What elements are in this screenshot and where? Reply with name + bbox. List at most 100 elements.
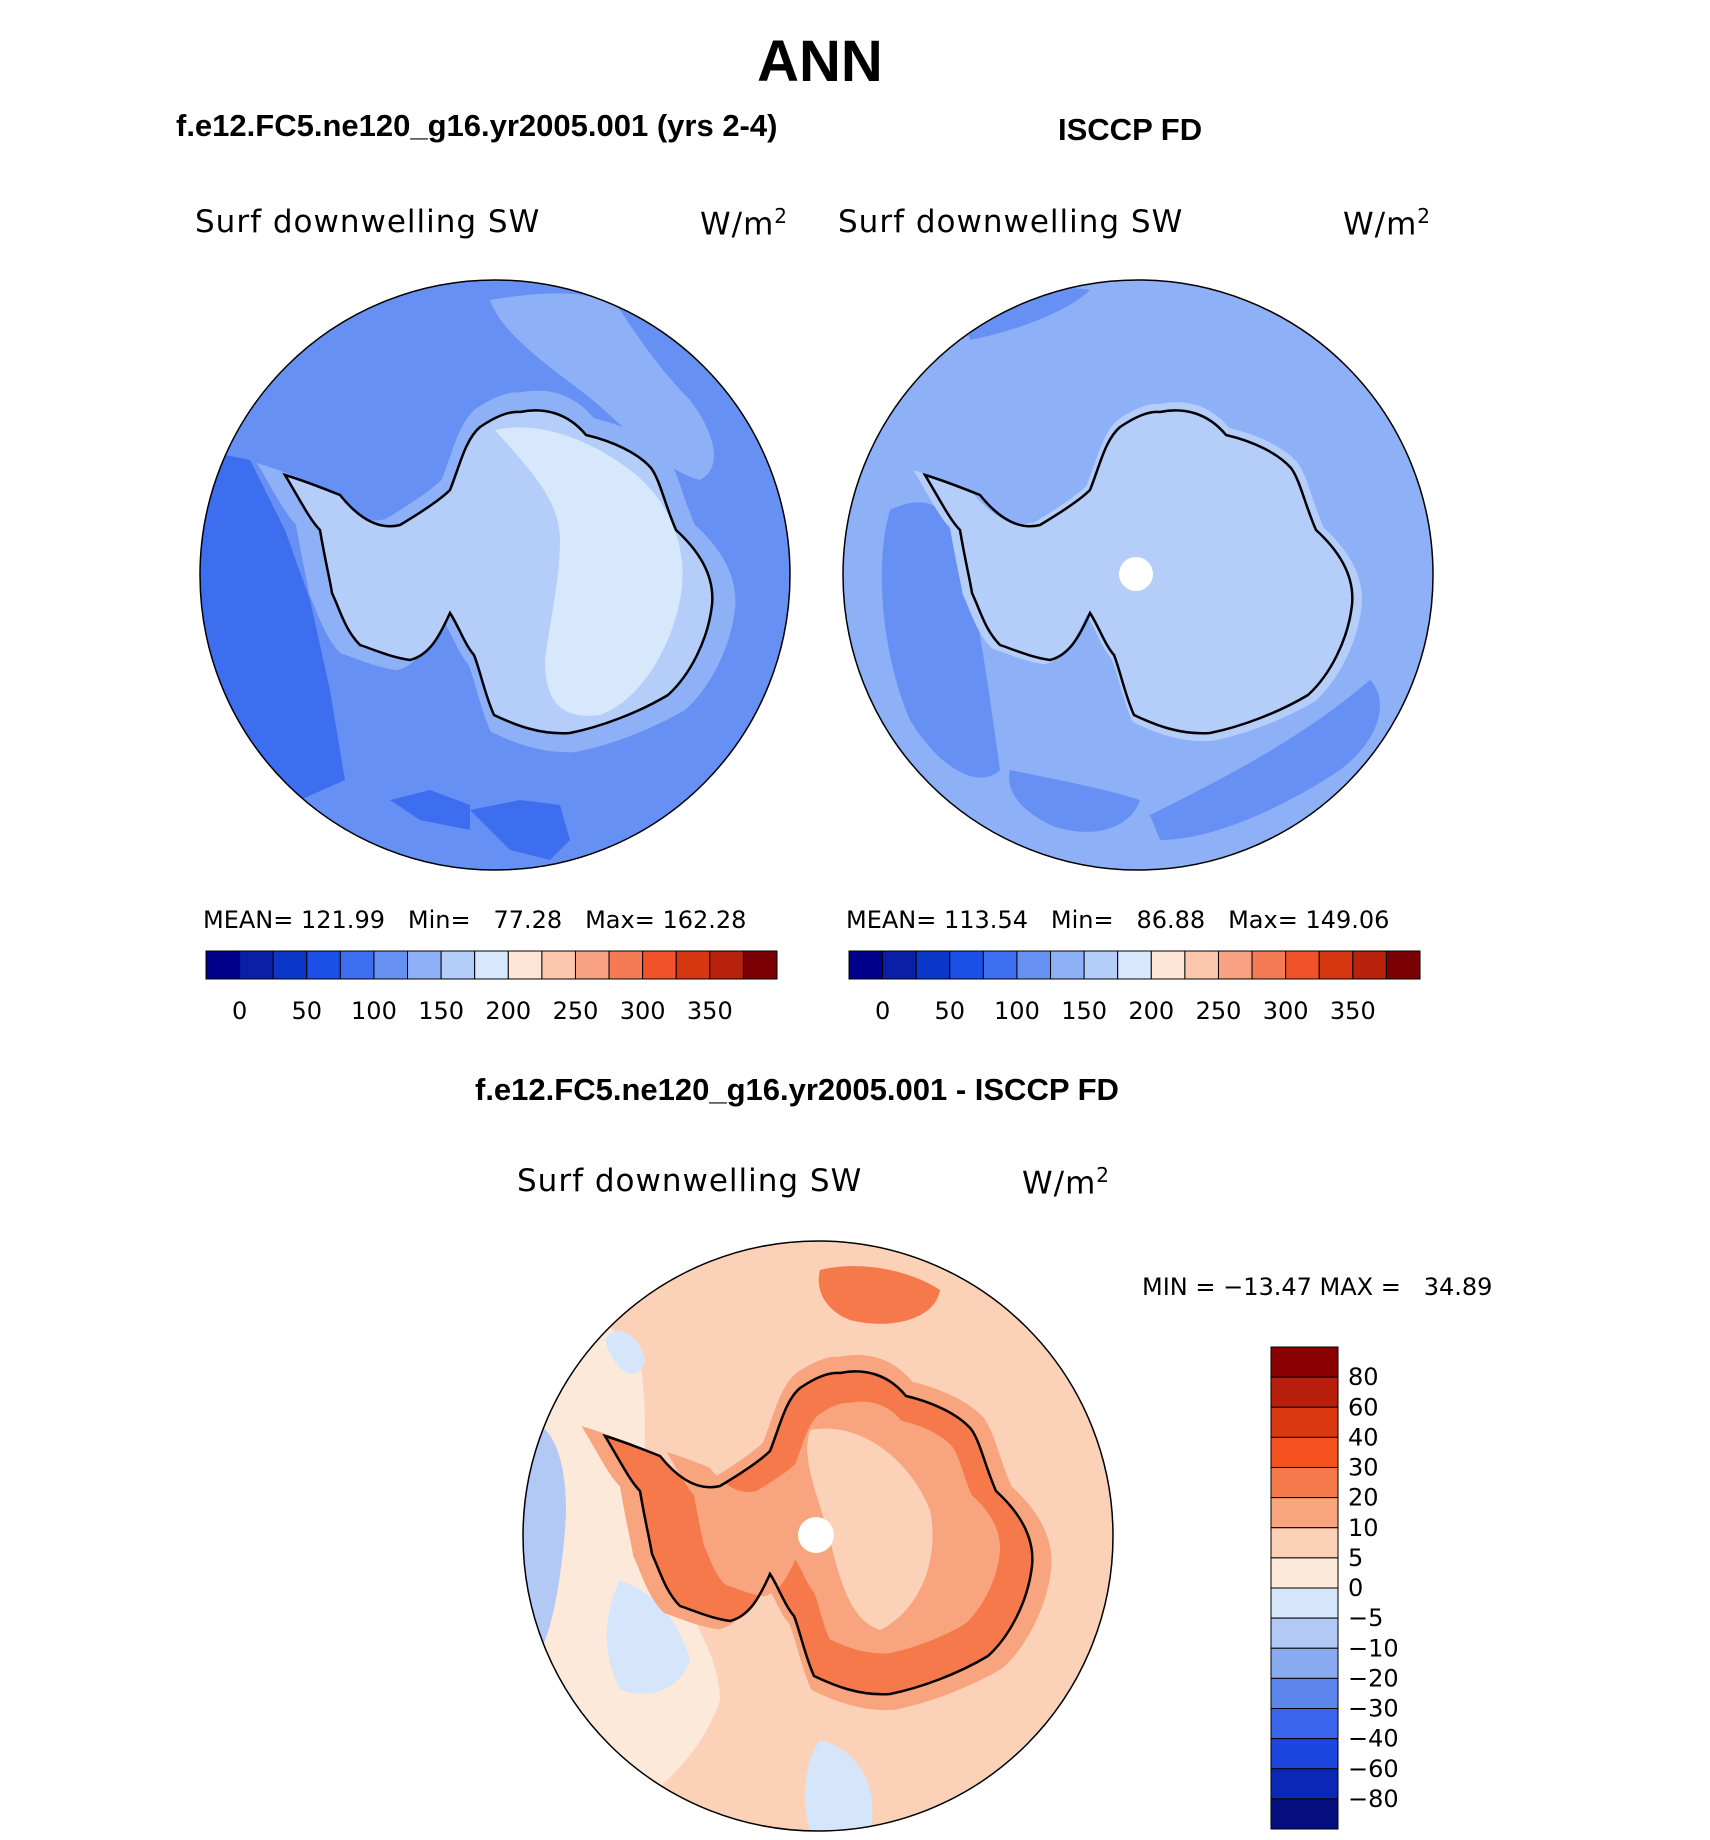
- panel-1-stats: MEAN= 121.99 Min= 77.28 Max= 162.28: [203, 906, 747, 934]
- panel-1-colorbar-swatch: [407, 950, 442, 980]
- panel-1-field-75-100-west: [200, 450, 345, 800]
- panel-2-colorbar-swatch: [1117, 950, 1152, 980]
- panel-3-variable-label: Surf downwelling SW: [517, 1163, 863, 1199]
- panel-2-colorbar-swatch: [1318, 950, 1354, 980]
- panel-1-colorbar-swatch: [239, 950, 274, 980]
- panel-3-colorbar-swatch: [1270, 1768, 1339, 1800]
- panel-1-colorbar-swatch: [541, 950, 576, 980]
- panel-1-variable-label: Surf downwelling SW: [195, 204, 541, 240]
- panel-1-colorbar-swatch: [373, 950, 409, 980]
- panel-1-colorbar-tick-label: 100: [351, 997, 397, 1025]
- panel-1-title: f.e12.FC5.ne120_g16.yr2005.001 (yrs 2-4): [176, 108, 778, 143]
- panel-3-field-m5-0-south: [606, 1580, 690, 1694]
- panel-2-colorbar-tick-label: 300: [1263, 997, 1309, 1025]
- panel-3-colorbar-tick-label: 40: [1348, 1423, 1379, 1451]
- panel-2-field-75-100-west: [881, 502, 1000, 778]
- panel-3-colorbar-tick-label: −40: [1348, 1725, 1399, 1753]
- panel-3-colorbar-tick-label: 30: [1348, 1454, 1379, 1482]
- panel-3-map: [522, 1240, 1114, 1832]
- panel-3-field-m5-0-bottom: [804, 1740, 873, 1830]
- panel-3-minmax: MIN = −13.47 MAX = 34.89: [1142, 1273, 1493, 1301]
- panel-2-colorbar-swatch: [1050, 950, 1085, 980]
- panel-1-colorbar-swatch: [608, 950, 644, 980]
- panel-1-field-125-150-ne: [490, 293, 714, 480]
- panel-1-colorbar-swatch: [474, 950, 509, 980]
- panel-2-colorbar-swatch: [1385, 950, 1421, 980]
- panel-3-units-label: W/m2: [1022, 1163, 1111, 1202]
- panel-3-colorbar-swatch: [1270, 1617, 1339, 1649]
- panel-3-field-10-20-north: [818, 1266, 940, 1324]
- panel-1-colorbar-tick-label: 150: [418, 997, 464, 1025]
- panel-3-colorbar-swatch: [1270, 1647, 1339, 1679]
- panel-3-colorbar-tick-label: −10: [1348, 1634, 1399, 1662]
- panel-3-colorbar-tick-label: −5: [1348, 1604, 1383, 1632]
- panel-1-colorbar-tick-label: 350: [687, 997, 733, 1025]
- panel-1-colorbar-swatch: [440, 950, 476, 980]
- panel-2-colorbar-swatch: [1352, 950, 1387, 980]
- panel-3-colorbar-tick-label: −60: [1348, 1755, 1399, 1783]
- panel-1-field-75-100-south-b: [470, 800, 570, 860]
- panel-3-colorbar-swatch: [1270, 1406, 1339, 1438]
- panel-1-map: [199, 279, 791, 871]
- panel-3-colorbar-swatch: [1270, 1738, 1339, 1770]
- panel-3-polar-gap: [798, 1517, 834, 1553]
- panel-1-colorbar-tick-label: 200: [485, 997, 531, 1025]
- panel-2-colorbar-swatch: [915, 950, 951, 980]
- panel-3-colorbar-tick-label: 20: [1348, 1484, 1379, 1512]
- panel-1-colorbar-swatch: [339, 950, 375, 980]
- panel-3-colorbar-tick-label: 80: [1348, 1363, 1379, 1391]
- panel-2-colorbar-swatch: [1150, 950, 1186, 980]
- panel-1-colorbar-swatch: [205, 950, 241, 980]
- panel-2-variable-label: Surf downwelling SW: [838, 204, 1184, 240]
- panel-1-colorbar-swatch: [574, 950, 610, 980]
- panel-3-colorbar-tick-label: −80: [1348, 1785, 1399, 1813]
- panel-2-title: ISCCP FD: [1058, 112, 1203, 147]
- panel-1-colorbar-swatch: [507, 950, 543, 980]
- panel-2-colorbar-tick-label: 150: [1061, 997, 1107, 1025]
- panel-2-colorbar-swatch: [1016, 950, 1052, 980]
- panel-2-colorbar-tick-label: 200: [1128, 997, 1174, 1025]
- panel-3-colorbar-tick-label: −30: [1348, 1695, 1399, 1723]
- panel-3-field-m5-0-north: [605, 1330, 645, 1374]
- panel-3-colorbar-swatch: [1270, 1346, 1339, 1378]
- panel-1-colorbar-swatch: [709, 950, 744, 980]
- panel-2-field-75-100-south: [1009, 770, 1140, 832]
- panel-3-colorbar-swatch: [1270, 1557, 1339, 1589]
- panel-2-colorbar-swatch: [1285, 950, 1320, 980]
- panel-2-colorbar-tick-label: 100: [994, 997, 1040, 1025]
- panel-2-colorbar-swatch: [882, 950, 917, 980]
- panel-2-colorbar-swatch: [1217, 950, 1253, 980]
- panel-2-map: [842, 279, 1434, 871]
- panel-2-colorbar-tick-label: 0: [875, 997, 890, 1025]
- panel-3-colorbar-swatch: [1270, 1527, 1339, 1559]
- main-title: ANN: [757, 29, 883, 94]
- panel-1-colorbar-swatch: [642, 950, 677, 980]
- panel-1-units-label: W/m2: [700, 204, 789, 243]
- panel-1-colorbar: 0 50 100 150 200 250 300 350: [205, 950, 778, 1025]
- panel-1-colorbar-swatch: [272, 950, 308, 980]
- panel-3-colorbar-swatch: [1270, 1467, 1339, 1499]
- panel-3-colorbar-swatch: [1270, 1376, 1339, 1408]
- panel-1-colorbar-tick-label: 250: [553, 997, 599, 1025]
- panel-2-colorbar-tick-label: 250: [1196, 997, 1242, 1025]
- panel-1-colorbar-swatch: [675, 950, 711, 980]
- panel-2-map-border: [842, 279, 1434, 871]
- panel-1-colorbar-swatch: [742, 950, 778, 980]
- panel-2-colorbar-swatch: [949, 950, 984, 980]
- panel-3-colorbar-swatch: [1270, 1497, 1339, 1529]
- panel-2-colorbar-tick-label: 50: [934, 997, 965, 1025]
- panel-2-colorbar-tick-label: 350: [1330, 997, 1376, 1025]
- panel-3-colorbar-tick-label: 0: [1348, 1574, 1363, 1602]
- panel-3-colorbar-swatch: [1270, 1436, 1339, 1468]
- panel-3-title: f.e12.FC5.ne120_g16.yr2005.001 - ISCCP F…: [475, 1072, 1119, 1107]
- panel-3-map-border: [522, 1240, 1114, 1832]
- panel-2-field-75-100-southeast: [1150, 680, 1380, 840]
- panel-3-colorbar-swatch: [1270, 1798, 1339, 1830]
- panel-1-map-border: [199, 279, 791, 871]
- panel-3-colorbar-tick-label: 5: [1348, 1544, 1363, 1572]
- panel-2-colorbar-swatch: [1251, 950, 1287, 980]
- panel-1-field-150-175: [495, 427, 683, 716]
- panel-3-colorbar-tick-label: −20: [1348, 1664, 1399, 1692]
